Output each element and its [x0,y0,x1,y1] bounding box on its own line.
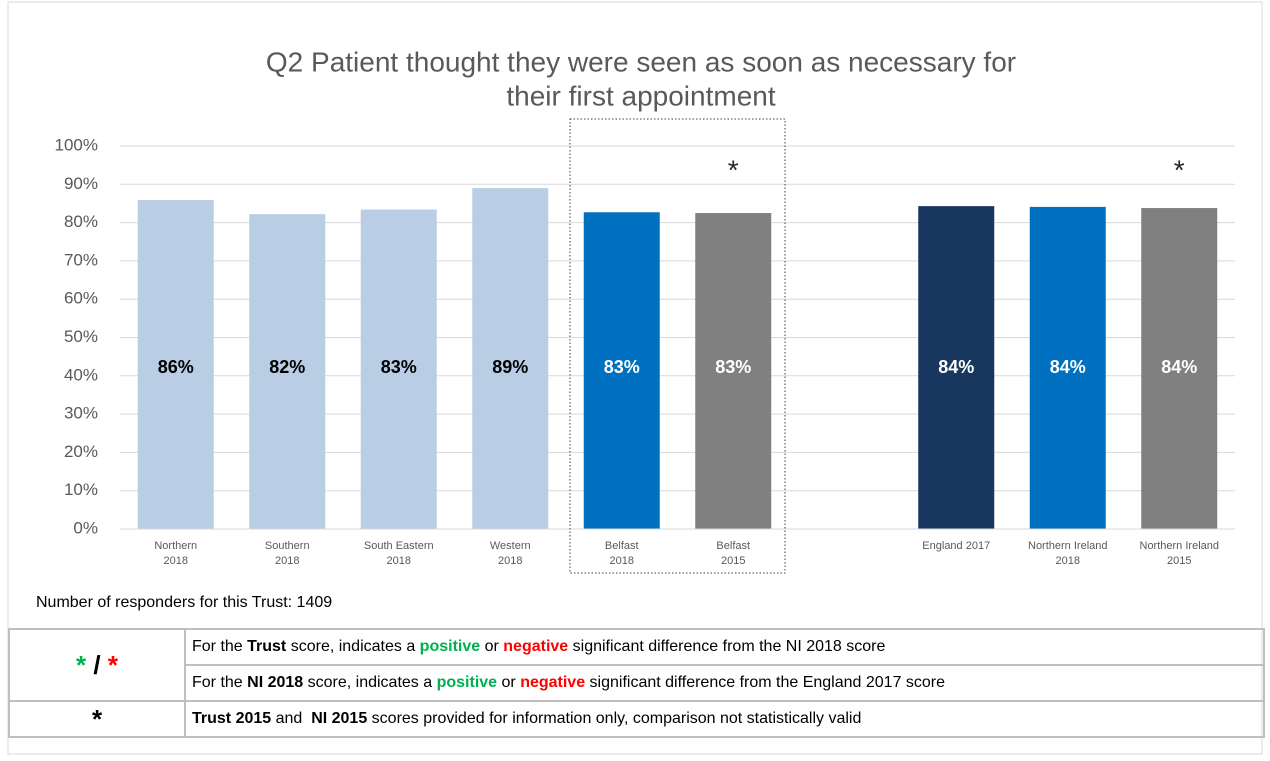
text-segment: and [271,710,312,727]
data-label: 83% [604,357,640,377]
legend-row: * / * For the Trust score, indicates a po… [8,628,1265,702]
chart-title: Q2 Patient thought they were seen as soo… [266,46,1016,77]
text-segment: For the [192,674,248,691]
bar [137,200,214,530]
data-label: 82% [269,357,305,377]
x-tick-label: 2018 [275,555,299,567]
y-tick-label: 30% [64,404,98,423]
symbol-part: / [86,649,108,680]
data-label: 83% [715,357,751,377]
symbol-part: * [76,649,87,680]
legend-text: Trust 2015 and NI 2015 scores provided f… [184,700,1265,738]
bar [583,212,660,529]
footer: Number of responders for this Trust: 140… [36,594,333,611]
chart-title: their first appointment [506,80,775,111]
bar [1141,208,1218,529]
text-segment: significant difference from the NI 2018 … [568,638,886,655]
x-tick-label: 2018 [164,555,188,567]
bar [918,206,995,530]
x-tick-label: Northern Ireland [1140,540,1220,552]
text-segment: negative [520,674,586,691]
bar [1029,206,1106,529]
text-segment: scores provided for information only, co… [367,710,862,727]
legend-row: For the NI 2018 score, indicates a posit… [9,664,1265,702]
symbol-part: * [107,649,118,680]
x-tick-label: South Eastern [364,540,434,552]
x-tick-label: 2015 [1167,555,1191,567]
text-segment: score, indicates a [286,638,420,655]
y-tick-label: 50% [64,327,98,346]
bar [249,214,326,529]
text-segment: or [480,638,504,655]
y-tick-label: 10% [64,480,98,499]
legend-text: For the NI 2018 score, indicates a posit… [184,664,1265,702]
data-label: 86% [158,357,194,377]
text-segment: score, indicates a [303,674,437,691]
significance-note: * [728,154,739,185]
x-tick-label: Northern [154,540,197,552]
text-segment: significant difference from the England … [585,674,946,691]
y-tick-label: 0% [73,518,98,537]
y-tick-label: 40% [64,365,98,384]
x-tick-label: 2018 [498,555,522,567]
text-segment: or [497,674,521,691]
highlight-box [569,118,786,574]
legend-symbol: * / * [8,628,186,702]
y-tick-label: 70% [64,250,98,269]
text-segment: For the [192,638,248,655]
x-tick-label: 2015 [721,555,745,567]
data-label: 84% [938,357,974,377]
x-tick-label: Northern Ireland [1028,540,1108,552]
x-tick-label: Belfast [716,540,750,552]
legend-row: * Trust 2015 and NI 2015 scores provided … [8,700,1265,738]
bar [472,188,549,529]
legend-table: * / * For the Trust score, indicates a po… [8,628,1265,738]
x-tick-label: 2018 [387,555,411,567]
bar [360,209,437,529]
data-label: 83% [381,357,417,377]
y-tick-label: 100% [55,135,98,154]
data-label: 84% [1050,357,1086,377]
x-tick-label: Belfast [605,540,639,552]
symbol-part: * [91,703,103,734]
bar [695,213,772,529]
y-tick-label: 60% [64,289,98,308]
x-tick-label: Western [490,540,531,552]
significance-note: * [1174,154,1185,185]
legend-symbol: * [8,700,186,738]
x-tick-label: 2018 [610,555,634,567]
text-segment: Trust 2015 [192,710,272,727]
text-segment: positive [419,638,481,655]
text-segment: NI 2018 [247,674,304,691]
y-tick-label: 80% [64,212,98,231]
x-tick-label: 2018 [1056,555,1080,567]
x-tick-label: Southern [265,540,310,552]
legend-text: For the Trust score, indicates a positiv… [184,628,1265,666]
text-segment: positive [436,674,498,691]
y-tick-label: 20% [64,442,98,461]
text-segment: negative [503,638,569,655]
text-segment: NI 2015 [311,710,368,727]
data-label: 84% [1161,357,1197,377]
text-segment: Trust [247,638,287,655]
y-tick-label: 90% [64,174,98,193]
data-label: 89% [492,357,528,377]
x-tick-label: England 2017 [922,540,990,552]
chart-border [7,1,1263,755]
